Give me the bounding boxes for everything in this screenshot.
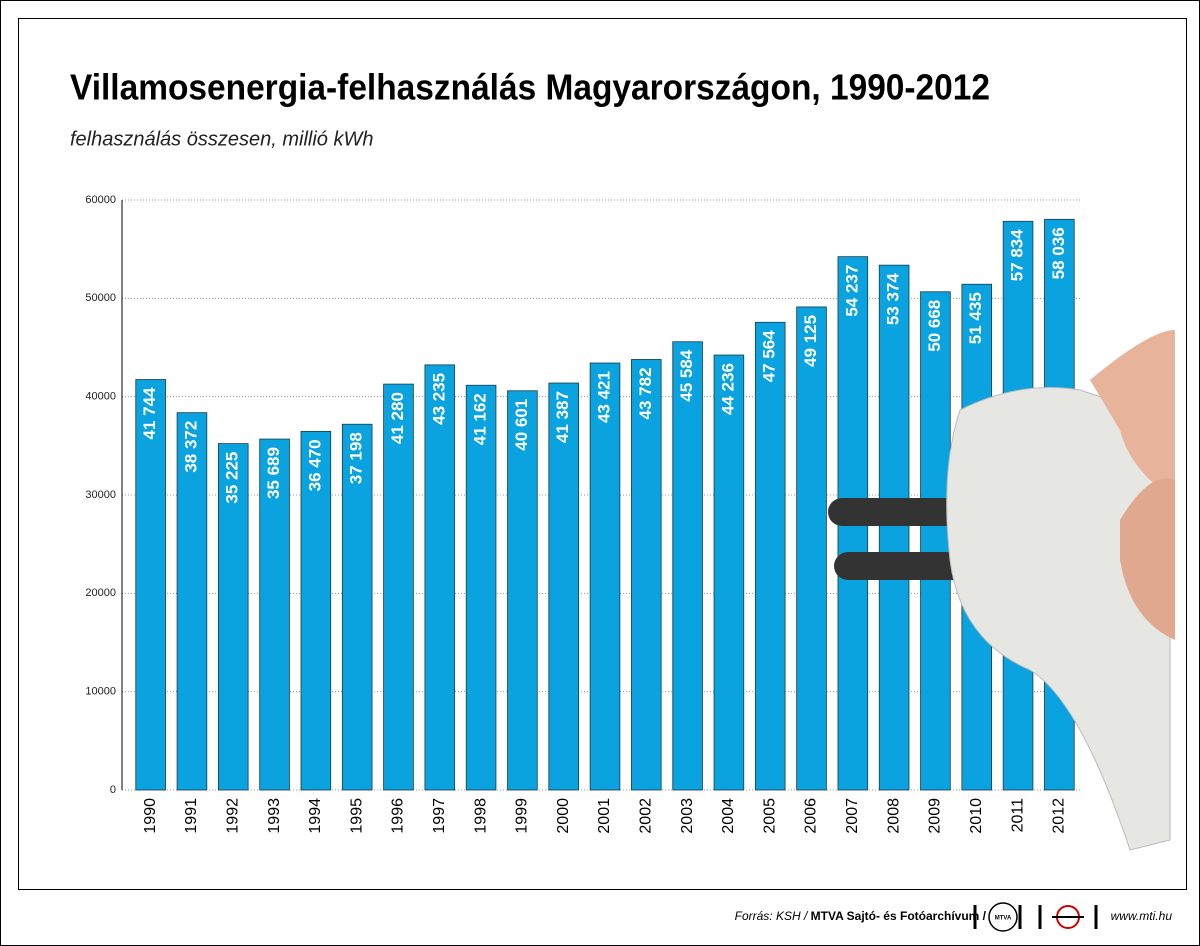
x-tick-label: 2011 bbox=[1009, 798, 1026, 833]
value-label: 37 198 bbox=[347, 432, 366, 484]
plug-illustration bbox=[828, 330, 1175, 851]
bar bbox=[135, 379, 166, 791]
bar bbox=[217, 443, 249, 791]
bar bbox=[300, 430, 332, 791]
x-tick-label: 2007 bbox=[844, 798, 861, 834]
bar bbox=[548, 382, 579, 791]
bar bbox=[589, 362, 621, 791]
x-tick-label: 1991 bbox=[183, 798, 200, 834]
plug-prong bbox=[834, 552, 974, 580]
bar bbox=[383, 383, 414, 791]
x-tick-label: 2001 bbox=[596, 798, 613, 834]
bar bbox=[259, 438, 290, 791]
plug-prong bbox=[828, 498, 968, 526]
logo-text: MTVA bbox=[995, 916, 1012, 922]
bar bbox=[878, 264, 910, 791]
value-label: 51 435 bbox=[966, 292, 985, 344]
x-tick-label: 2010 bbox=[968, 798, 985, 834]
x-tick-label: 1998 bbox=[472, 798, 489, 834]
bar bbox=[920, 291, 951, 791]
x-tick-label: 2002 bbox=[638, 798, 655, 834]
value-label: 41 162 bbox=[471, 393, 490, 445]
value-label: 36 470 bbox=[305, 439, 324, 491]
x-tick-label: 2009 bbox=[927, 798, 944, 834]
x-tick-label: 1990 bbox=[142, 798, 159, 834]
x-tick-label: 2012 bbox=[1051, 798, 1068, 834]
x-tick-label: 2000 bbox=[555, 798, 572, 834]
y-tick-label: 10000 bbox=[85, 686, 116, 698]
value-label: 38 372 bbox=[181, 421, 200, 473]
bar bbox=[424, 364, 456, 791]
value-label: 35 689 bbox=[264, 447, 283, 499]
value-label: 41 280 bbox=[388, 392, 407, 444]
source-credit: Forrás: KSH / MTVA Sajtó- és Fotóarchívu… bbox=[735, 909, 1010, 923]
value-label: 49 125 bbox=[801, 315, 820, 367]
bar bbox=[507, 390, 538, 791]
value-label: 43 782 bbox=[636, 367, 655, 419]
value-label: 50 668 bbox=[925, 300, 944, 352]
y-tick-label: 20000 bbox=[85, 587, 116, 599]
value-label: 41 744 bbox=[140, 387, 159, 440]
value-label: 35 225 bbox=[223, 452, 242, 504]
bar bbox=[176, 412, 208, 791]
value-label: 57 834 bbox=[1008, 229, 1027, 282]
bar bbox=[465, 384, 497, 791]
value-label: 40 601 bbox=[512, 399, 531, 451]
chart-subtitle: felhasználás összesen, millió kWh bbox=[70, 128, 373, 150]
bar bbox=[672, 341, 703, 791]
bar bbox=[796, 306, 827, 791]
x-tick-label: 1994 bbox=[307, 798, 324, 834]
value-label: 45 584 bbox=[677, 349, 696, 402]
y-tick-label: 30000 bbox=[85, 489, 116, 501]
x-tick-label: 2006 bbox=[803, 798, 820, 834]
x-tick-label: 2004 bbox=[720, 798, 737, 834]
chart-title: Villamosenergia-felhasználás Magyarorszá… bbox=[70, 67, 990, 108]
mtva-logo bbox=[988, 902, 1018, 932]
x-tick-label: 1999 bbox=[514, 798, 531, 834]
y-tick-label: 60000 bbox=[85, 194, 116, 206]
y-tick-label: 40000 bbox=[85, 391, 116, 403]
x-tick-label: 1993 bbox=[266, 798, 283, 834]
x-tick-label: 2008 bbox=[885, 798, 902, 834]
bar bbox=[713, 354, 745, 791]
bar bbox=[631, 359, 662, 791]
source-name: MTVA Sajtó- és Fotóarchívum / MTI bbox=[811, 909, 1010, 923]
x-tick-label: 1996 bbox=[390, 798, 407, 834]
bar bbox=[341, 423, 373, 791]
value-label: 44 236 bbox=[718, 363, 737, 415]
value-label: 43 235 bbox=[429, 373, 448, 425]
value-label: 41 387 bbox=[553, 391, 572, 443]
y-tick-label: 50000 bbox=[85, 292, 116, 304]
bar bbox=[754, 321, 786, 791]
value-label: 47 564 bbox=[760, 330, 779, 383]
value-label: 54 237 bbox=[842, 265, 861, 317]
finger bbox=[1120, 478, 1175, 640]
y-tick-label: 0 bbox=[110, 784, 116, 796]
plug-body bbox=[946, 387, 1171, 851]
source-prefix: Forrás: KSH / bbox=[735, 909, 809, 923]
value-label: 58 036 bbox=[1049, 227, 1068, 279]
website: www.mti.hu bbox=[1111, 909, 1173, 923]
x-tick-label: 1995 bbox=[348, 798, 365, 834]
x-tick-label: 2005 bbox=[761, 798, 778, 834]
value-label: 43 421 bbox=[594, 371, 613, 423]
value-label: 53 374 bbox=[884, 273, 903, 326]
x-tick-label: 1992 bbox=[224, 798, 241, 834]
x-tick-label: 2003 bbox=[679, 798, 696, 834]
x-tick-label: 1997 bbox=[431, 798, 448, 834]
finger bbox=[1090, 330, 1175, 500]
